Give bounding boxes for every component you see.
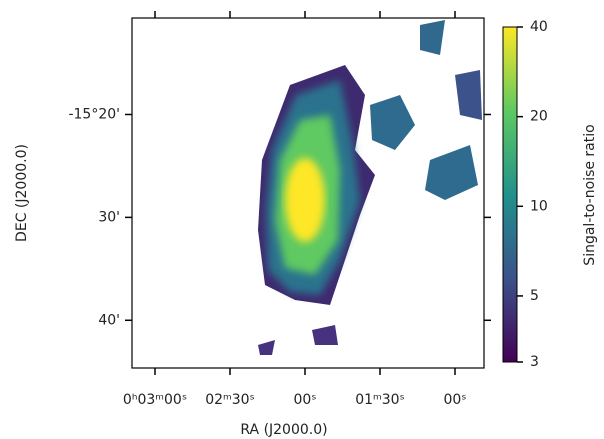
colorbar-tick-label: 5 — [530, 288, 539, 304]
plot-frame — [131, 17, 485, 369]
x-tick-label: 01ᵐ30ˢ — [355, 392, 405, 408]
y-tick-label: 30' — [98, 209, 120, 225]
x-tick-label: 0ʰ03ᵐ00ˢ — [123, 392, 187, 408]
y-axis-label: DEC (J2000.0) — [14, 144, 30, 242]
x-tick-label: 00ˢ — [443, 392, 466, 408]
x-tick-label: 02ᵐ30ˢ — [205, 392, 255, 408]
emission-map — [258, 20, 482, 355]
colorbar-tick-label: 3 — [530, 354, 539, 370]
x-axis-label: RA (J2000.0) — [240, 422, 327, 438]
colorbar — [502, 26, 518, 363]
colorbar-label: Singal-to-noise ratio — [582, 124, 598, 265]
colorbar-tick-label: 10 — [530, 198, 548, 214]
y-tick-label: 40' — [98, 312, 120, 328]
x-tick-label: 00ˢ — [293, 392, 316, 408]
colorbar-tick-label: 40 — [530, 19, 548, 35]
colorbar-tick-label: 20 — [530, 109, 548, 125]
y-tick-label: -15°20' — [68, 106, 120, 122]
